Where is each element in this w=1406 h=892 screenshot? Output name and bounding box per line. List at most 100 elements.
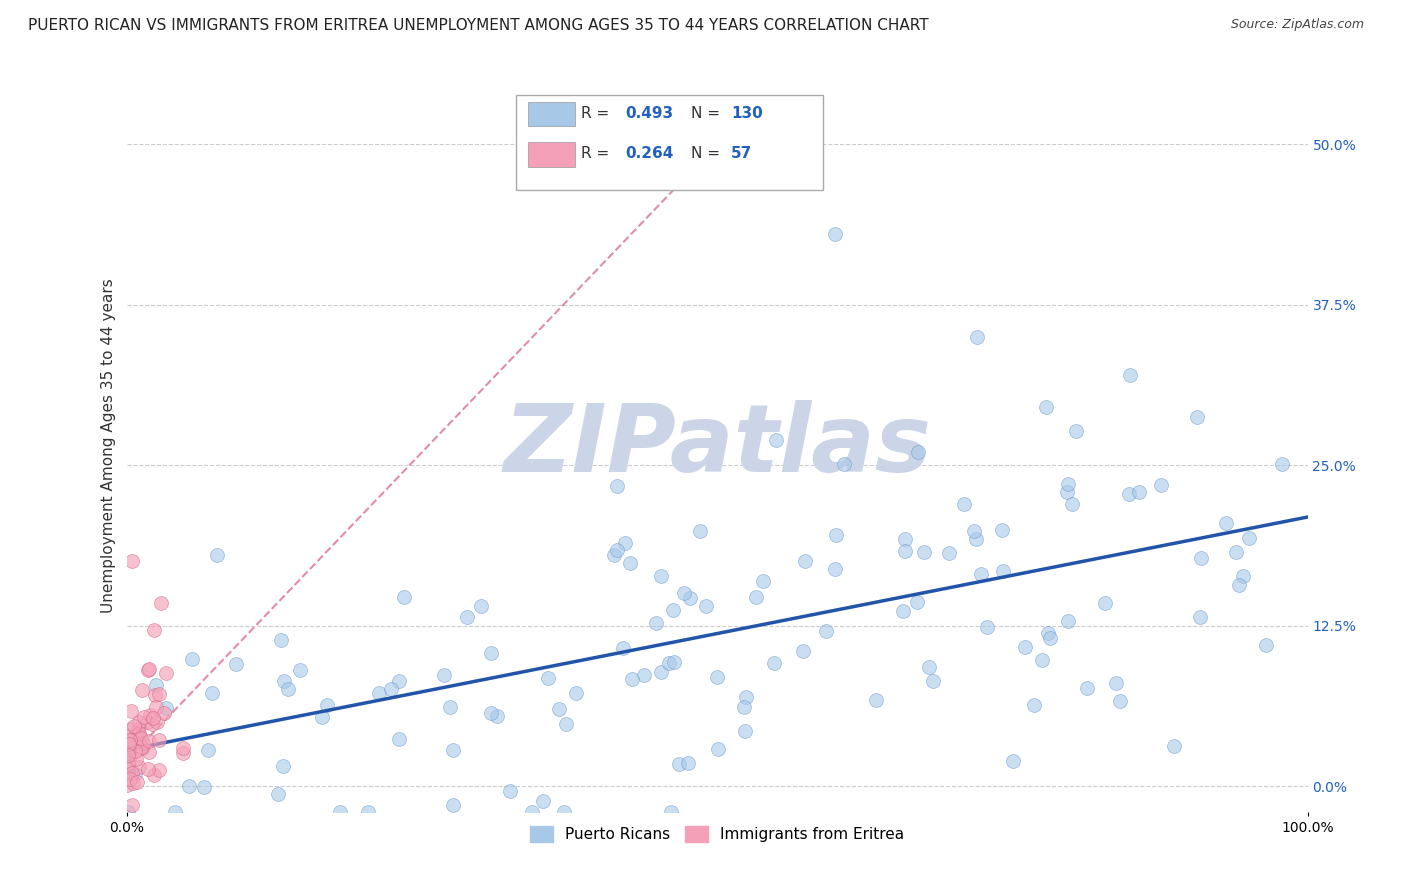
Point (315, 698, 337, 712)
Point (131, 682, 153, 697)
Point (918, 660, 941, 674)
Point (659, 805, 682, 819)
Point (225, 657, 247, 671)
Point (744, 591, 766, 605)
Point (1039, 631, 1062, 645)
Point (970, 567, 993, 582)
Point (124, 744, 146, 758)
Point (1060, 497, 1083, 511)
Point (905, 595, 928, 609)
Point (733, 700, 755, 714)
Point (120, 749, 142, 764)
Point (179, 780, 201, 794)
Point (679, 591, 702, 605)
Point (470, 599, 492, 613)
Point (270, 633, 292, 648)
Y-axis label: Unemployment Among Ages 35 to 44 years: Unemployment Among Ages 35 to 44 years (101, 278, 117, 614)
Point (441, 798, 464, 813)
Text: 0.493: 0.493 (624, 105, 673, 120)
Point (893, 532, 915, 546)
Point (976, 620, 998, 634)
Point (128, 731, 150, 746)
Point (734, 690, 756, 704)
Point (135, 714, 157, 729)
Point (1215, 516, 1237, 530)
Point (633, 667, 655, 681)
Text: R =: R = (581, 105, 614, 120)
Point (388, 674, 411, 689)
Point (668, 756, 690, 771)
Point (938, 546, 960, 560)
Point (1185, 409, 1208, 424)
Point (479, 706, 502, 721)
Point (603, 548, 626, 562)
Point (673, 585, 696, 599)
Point (138, 762, 160, 776)
Point (662, 603, 685, 617)
Text: N =: N = (692, 105, 725, 120)
Point (129, 731, 152, 745)
Point (1035, 400, 1057, 414)
Point (128, 715, 150, 730)
Point (706, 670, 728, 684)
Point (380, 681, 402, 696)
Point (1014, 640, 1036, 654)
Point (277, 681, 299, 696)
Point (522, 805, 544, 819)
Point (1056, 476, 1078, 491)
Point (991, 564, 1014, 578)
Point (479, 646, 502, 660)
Point (1163, 739, 1185, 753)
Point (794, 554, 817, 568)
Point (131, 741, 153, 756)
Point (155, 700, 177, 714)
FancyBboxPatch shape (529, 103, 575, 127)
Point (966, 330, 988, 344)
Point (815, 624, 838, 639)
Point (394, 590, 416, 604)
Point (658, 656, 681, 670)
Point (148, 763, 170, 777)
Text: PUERTO RICAN VS IMMIGRANTS FROM ERITREA UNEMPLOYMENT AMONG AGES 35 TO 44 YEARS C: PUERTO RICAN VS IMMIGRANTS FROM ERITREA … (28, 18, 929, 33)
Point (118, 722, 141, 736)
Point (181, 652, 204, 666)
Legend: Puerto Ricans, Immigrants from Eritrea: Puerto Ricans, Immigrants from Eritrea (523, 820, 911, 848)
Point (120, 772, 142, 786)
Point (117, 763, 139, 777)
Point (1056, 484, 1078, 499)
Point (172, 741, 194, 756)
Point (117, 756, 139, 771)
Point (1227, 578, 1250, 592)
Point (117, 729, 139, 743)
Point (117, 747, 139, 762)
Text: R =: R = (581, 146, 614, 161)
Point (834, 457, 856, 471)
Point (290, 664, 312, 678)
Point (689, 524, 711, 539)
Point (132, 736, 155, 750)
Point (1271, 457, 1294, 471)
Point (953, 497, 976, 511)
Point (127, 722, 149, 736)
Point (1128, 484, 1150, 499)
Point (965, 533, 987, 547)
Point (121, 765, 143, 780)
Point (1024, 698, 1046, 713)
Point (1189, 551, 1212, 566)
Point (143, 623, 166, 637)
Point (1031, 653, 1053, 667)
Point (155, 666, 177, 681)
Point (124, 767, 146, 781)
Point (145, 700, 167, 714)
Point (148, 687, 170, 701)
Point (117, 805, 139, 819)
Point (662, 655, 685, 669)
Point (143, 767, 166, 781)
Point (765, 433, 787, 447)
Point (612, 641, 634, 656)
Point (606, 478, 628, 492)
Point (441, 743, 464, 757)
Point (117, 746, 139, 760)
Point (117, 778, 139, 792)
Point (148, 732, 170, 747)
